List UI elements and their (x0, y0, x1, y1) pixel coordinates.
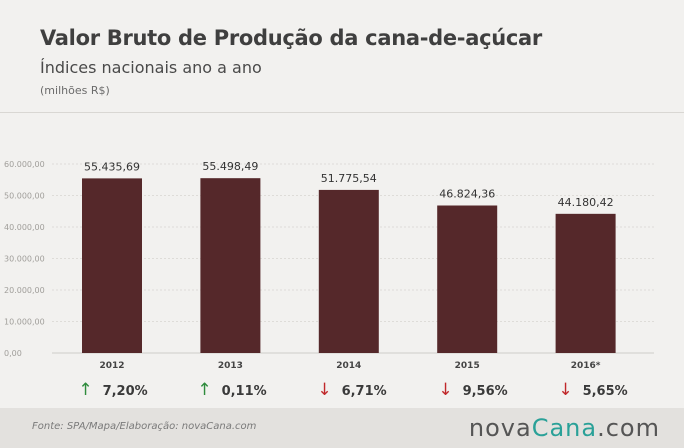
bar-2013 (200, 178, 261, 353)
data-label: 55.498,49 (202, 160, 258, 173)
data-label: 51.775,54 (321, 172, 377, 185)
change-2013: ↑ 0,11% (172, 380, 292, 400)
chart-title: Valor Bruto de Produção da cana-de-açúca… (40, 26, 542, 50)
arrow-icon: ↓ (317, 380, 332, 400)
bar-2012 (82, 178, 142, 353)
y-tick-label: 0,00 (4, 349, 22, 358)
change-2012: ↑ 7,20% (53, 380, 173, 400)
chart-subtitle: Índices nacionais ano a ano (40, 58, 262, 77)
y-tick-label: 10.000,00 (4, 318, 45, 327)
bar-2015 (437, 205, 498, 353)
change-2016: ↓ 5,65% (533, 380, 653, 400)
source-note: Fonte: SPA/Mapa/Elaboração: novaCana.com (32, 421, 257, 432)
y-tick-label: 40.000,00 (4, 223, 45, 232)
change-2014: ↓ 6,71% (292, 380, 412, 400)
y-tick-label: 50.000,00 (4, 192, 45, 201)
y-tick-label: 20.000,00 (4, 286, 45, 295)
x-tick-label: 2015 (455, 361, 480, 370)
data-label: 44.180,42 (558, 196, 614, 209)
change-2015: ↓ 9,56% (413, 380, 533, 400)
change-value: 7,20% (102, 384, 148, 399)
logo-brand: Cana (531, 414, 598, 442)
x-tick-label: 2016* (571, 361, 601, 370)
x-tick-label: 2013 (218, 361, 243, 370)
change-value: 5,65% (582, 384, 628, 399)
change-value: 0,11% (221, 384, 267, 399)
data-label: 55.435,69 (84, 160, 140, 173)
data-label: 46.824,36 (439, 188, 495, 201)
x-tick-label: 2012 (99, 361, 124, 370)
chart-unit: (milhões R$) (40, 84, 110, 97)
bar-chart: 0,00 10.000,00 20.000,00 30.000,00 40.000,00… (4, 160, 654, 370)
novacana-logo[interactable]: novaCana.com (469, 414, 660, 442)
change-value: 9,56% (462, 384, 508, 399)
arrow-icon: ↓ (558, 380, 573, 400)
yearly-changes: ↑ 7,20% ↑ 0,11% ↓ 6,71% ↓ 9,56% ↓ 5,65% (0, 380, 684, 408)
arrow-icon: ↑ (197, 380, 212, 400)
footer-bar: Fonte: SPA/Mapa/Elaboração: novaCana.com… (0, 408, 684, 448)
logo-suffix: .com (597, 414, 660, 442)
x-tick-label: 2014 (336, 361, 361, 370)
bar-2014 (318, 189, 379, 353)
y-tick-label: 60.000,00 (4, 160, 45, 169)
header-divider (0, 112, 684, 113)
logo-main: nova (468, 414, 532, 442)
arrow-icon: ↓ (438, 380, 453, 400)
bar-2016 (555, 213, 616, 353)
arrow-icon: ↑ (78, 380, 93, 400)
y-tick-label: 30.000,00 (4, 255, 45, 264)
change-value: 6,71% (341, 384, 387, 399)
